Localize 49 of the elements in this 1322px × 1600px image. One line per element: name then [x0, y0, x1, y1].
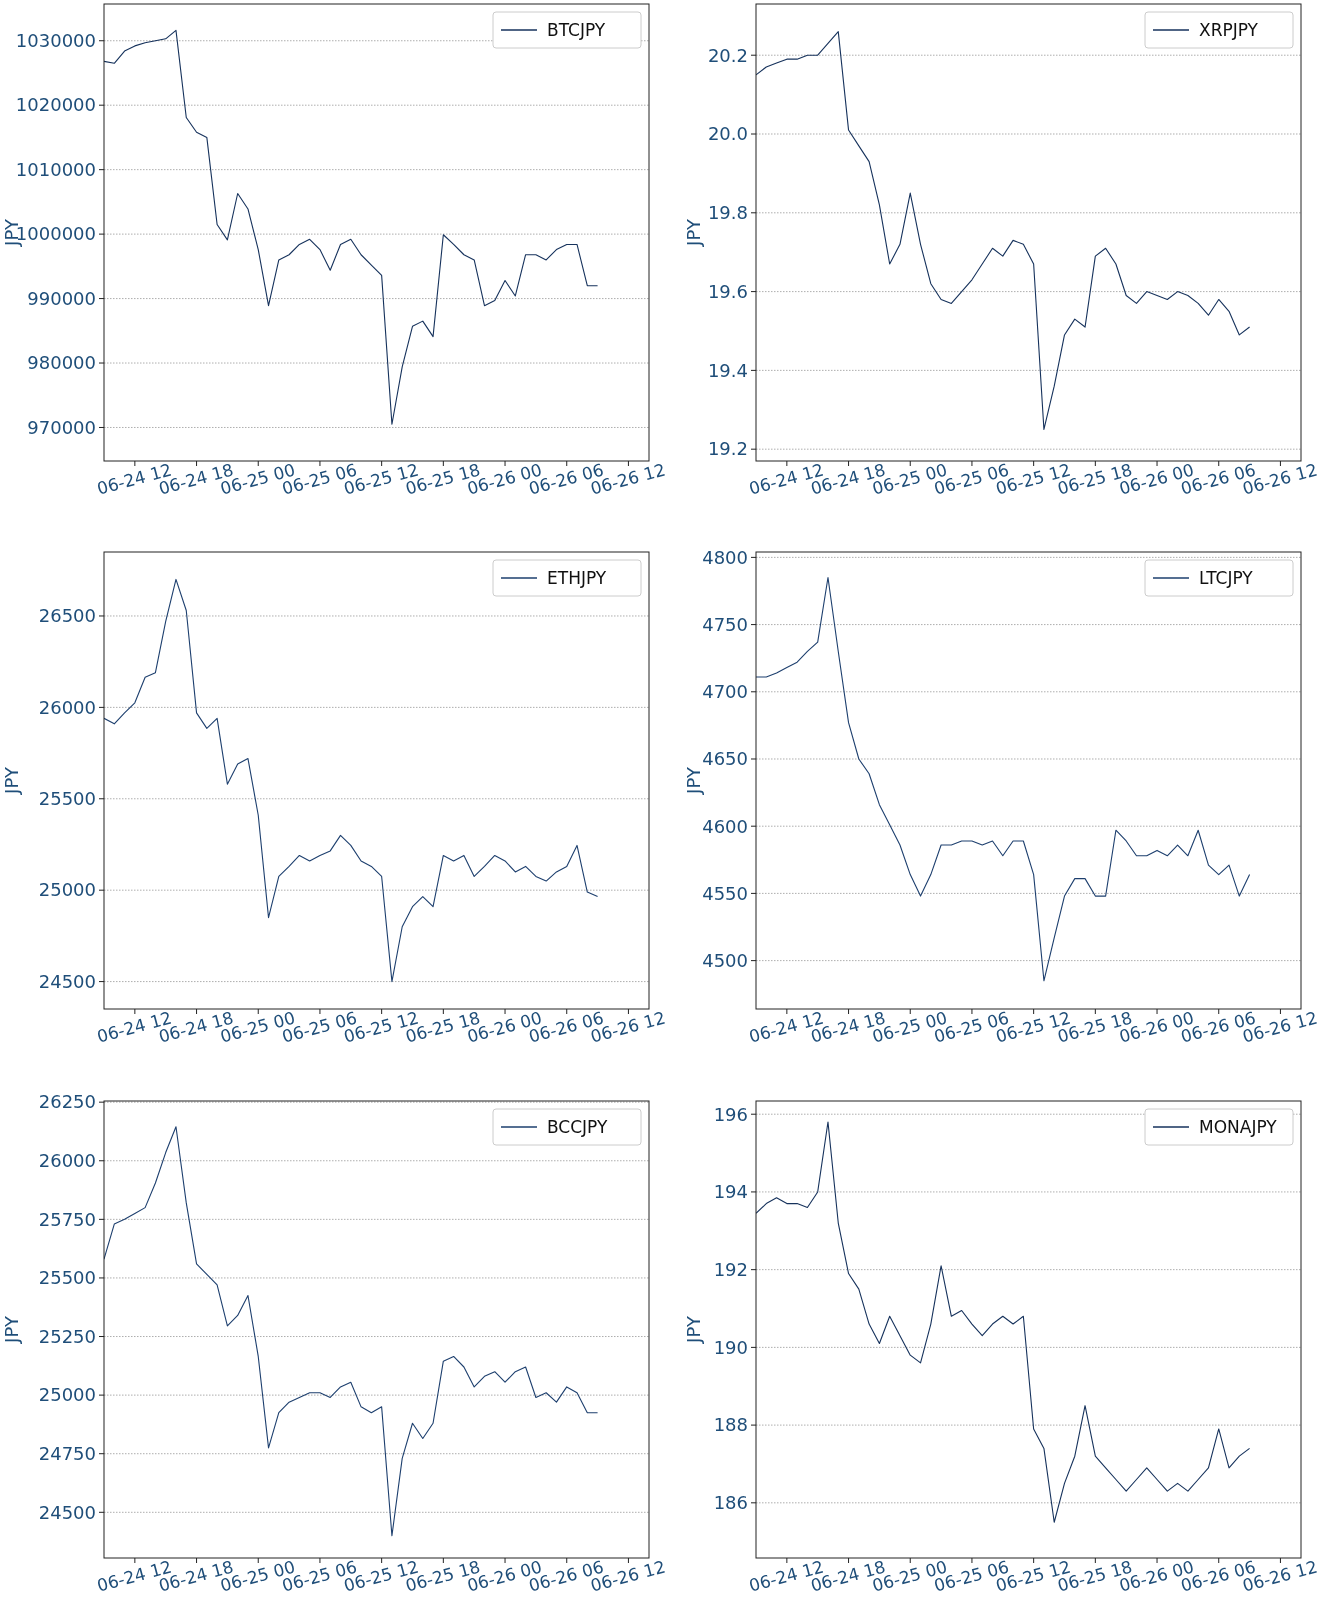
legend-label: LTCJPY: [1199, 567, 1254, 588]
y-tick-label: 25000: [38, 879, 96, 901]
y-tick-label: 19.2: [707, 438, 748, 460]
y-axis-title: JPY: [1, 1315, 22, 1344]
y-tick-label: 4800: [702, 546, 748, 568]
y-tick-label: 196: [713, 1103, 748, 1125]
y-tick-label: 186: [713, 1492, 748, 1514]
legend-label: BCCJPY: [547, 1116, 608, 1137]
y-axis-title: JPY: [683, 1315, 704, 1344]
y-tick-label: 194: [713, 1181, 748, 1203]
y-tick-label: 20.0: [707, 123, 748, 145]
y-tick-label: 24500: [38, 1501, 96, 1523]
y-tick-label: 26000: [38, 1150, 96, 1172]
y-tick-label: 4750: [702, 613, 748, 635]
y-tick-label: 25500: [38, 1267, 96, 1289]
y-tick-label: 25000: [38, 1384, 96, 1406]
y-tick-label: 19.4: [707, 359, 748, 381]
y-tick-label: 980000: [27, 352, 96, 374]
y-tick-label: 190: [713, 1336, 748, 1358]
y-tick-label: 4700: [702, 681, 748, 703]
y-tick-label: 192: [713, 1258, 748, 1280]
legend-label: ETHJPY: [547, 567, 607, 588]
y-tick-label: 24500: [38, 970, 96, 992]
y-tick-label: 25500: [38, 788, 96, 810]
y-tick-label: 4650: [702, 748, 748, 770]
y-axis-title: JPY: [683, 218, 704, 247]
legend-label: XRPJPY: [1199, 19, 1259, 40]
y-tick-label: 19.6: [707, 280, 748, 302]
y-tick-label: 1010000: [15, 158, 96, 180]
y-tick-label: 990000: [27, 287, 96, 309]
y-tick-label: 970000: [27, 416, 96, 438]
y-tick-label: 19.8: [707, 202, 748, 224]
y-tick-label: 4600: [702, 815, 748, 837]
y-tick-label: 26500: [38, 605, 96, 627]
y-tick-label: 25750: [38, 1208, 96, 1230]
y-tick-label: 26250: [38, 1091, 96, 1113]
y-tick-label: 20.2: [707, 44, 748, 66]
y-tick-label: 24750: [38, 1443, 96, 1465]
y-tick-label: 4550: [702, 882, 748, 904]
y-tick-label: 25250: [38, 1325, 96, 1347]
y-tick-label: 4500: [702, 949, 748, 971]
y-tick-label: 1030000: [15, 30, 96, 52]
y-axis-title: JPY: [683, 766, 704, 795]
y-axis-title: JPY: [1, 766, 22, 795]
y-tick-label: 1020000: [15, 94, 96, 116]
legend-label: MONAJPY: [1199, 1116, 1278, 1137]
y-tick-label: 188: [713, 1414, 748, 1436]
y-tick-label: 26000: [38, 696, 96, 718]
legend-label: BTCJPY: [547, 19, 606, 40]
